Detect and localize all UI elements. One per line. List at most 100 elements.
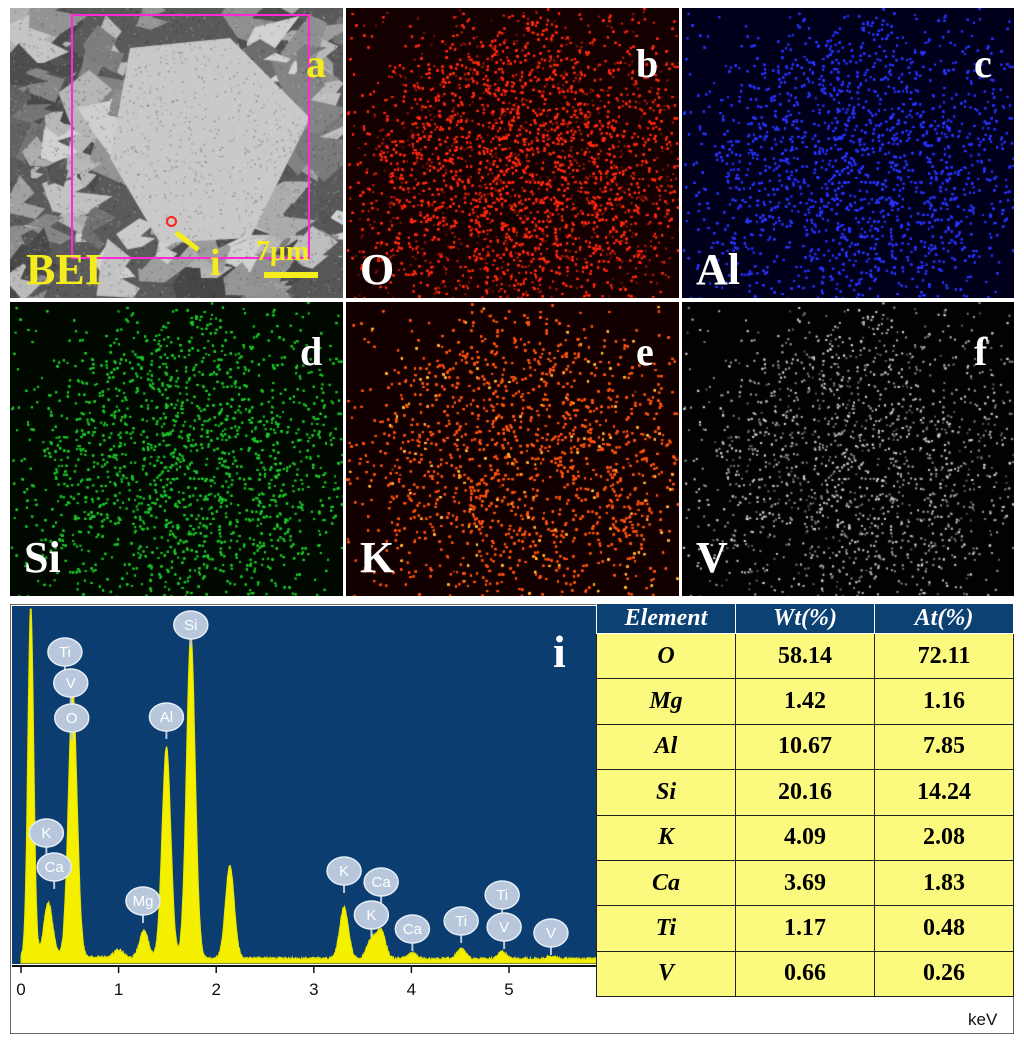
point-label-i: i <box>210 242 221 284</box>
peak-label: V <box>533 918 569 955</box>
k-map-image <box>346 302 679 596</box>
cell-wt: 10.67 <box>735 723 875 771</box>
o-map-panel: b O <box>346 8 679 298</box>
x-tick-label: 3 <box>309 980 318 999</box>
cell-at: 2.08 <box>874 814 1014 861</box>
cell-at: 72.11 <box>874 632 1014 680</box>
bei-image-panel: a BEI i 7μm <box>10 8 343 298</box>
v-map-image <box>682 302 1014 596</box>
cell-element: V <box>596 950 736 998</box>
cell-element: Ti <box>596 905 736 952</box>
table-row: K 4.09 2.08 <box>596 814 1014 861</box>
peak-label: Al <box>148 702 185 739</box>
cell-wt: 1.17 <box>735 905 875 952</box>
panel-letter-f: f <box>974 329 988 374</box>
panel-letter-c: c <box>974 41 992 86</box>
peak-label: Ti <box>443 906 479 943</box>
svg-text:Ca: Ca <box>403 921 423 938</box>
cell-wt: 4.09 <box>735 814 875 861</box>
point-marker <box>166 216 177 227</box>
svg-text:Ca: Ca <box>372 874 392 891</box>
svg-text:K: K <box>339 863 349 880</box>
peak-label: Ca <box>394 914 431 951</box>
panel-letter-d: d <box>300 329 323 374</box>
v-map-panel: f V <box>682 302 1014 596</box>
composition-table: Element Wt(%) At(%) O 58.14 72.11 Mg 1.42 1.… <box>596 603 1014 998</box>
peak-label: K <box>326 856 362 893</box>
cell-element: Mg <box>596 678 736 725</box>
spectrum-plot-area <box>12 606 597 964</box>
cell-at: 7.85 <box>874 723 1014 771</box>
svg-text:K: K <box>366 907 376 924</box>
peak-label: V <box>486 912 522 949</box>
cell-at: 1.16 <box>874 678 1014 725</box>
header-wt: Wt(%) <box>735 603 875 634</box>
peak-label: K <box>353 900 390 937</box>
cell-element: O <box>596 632 736 680</box>
si-map-image <box>10 302 343 596</box>
k-map-label: K <box>360 533 395 582</box>
svg-text:Si: Si <box>184 617 197 634</box>
table-row: Mg 1.42 1.16 <box>596 678 1014 725</box>
k-map-panel: e K <box>346 302 679 596</box>
svg-text:K: K <box>41 825 51 842</box>
svg-text:O: O <box>66 710 78 727</box>
cell-wt: 20.16 <box>735 769 875 816</box>
panel-letter-a: a <box>306 41 326 86</box>
al-map-panel: c Al <box>682 8 1014 298</box>
svg-text:Ca: Ca <box>45 859 65 876</box>
x-unit-label: keV <box>968 1010 998 1029</box>
sem-micrograph <box>10 8 343 298</box>
cell-element: Al <box>596 723 736 771</box>
cell-at: 14.24 <box>874 769 1014 816</box>
cell-at: 0.48 <box>874 905 1014 952</box>
scalebar <box>264 272 318 278</box>
cell-element: K <box>596 814 736 861</box>
cell-wt: 3.69 <box>735 859 875 907</box>
analysis-region-box <box>71 14 310 259</box>
cell-wt: 0.66 <box>735 950 875 998</box>
svg-text:V: V <box>66 675 76 692</box>
bei-label: BEI <box>26 245 102 294</box>
si-map-label: Si <box>24 533 61 582</box>
x-tick-label: 4 <box>407 980 416 999</box>
panel-letter-i: i <box>553 626 566 677</box>
table-row: V 0.66 0.26 <box>596 950 1014 998</box>
table-row: Al 10.67 7.85 <box>596 723 1014 771</box>
svg-text:Mg: Mg <box>133 893 154 910</box>
scalebar-label: 7μm <box>256 236 310 267</box>
peak-label: K <box>28 818 65 855</box>
header-at: At(%) <box>874 603 1014 634</box>
table-row: Ca 3.69 1.83 <box>596 859 1014 907</box>
o-map-image <box>346 8 679 298</box>
x-tick-label: 0 <box>16 980 25 999</box>
o-map-label: O <box>360 245 395 294</box>
cell-at: 0.26 <box>874 950 1014 998</box>
cell-wt: 58.14 <box>735 632 875 680</box>
peak-labels: Ti V O K Ca Mg Al Si K Ca K Ca Ti Ti V V <box>28 610 569 955</box>
table-row: O 58.14 72.11 <box>596 632 1014 680</box>
x-tick-label: 2 <box>211 980 220 999</box>
table-row: Si 20.16 14.24 <box>596 769 1014 816</box>
svg-text:Ti: Ti <box>455 913 467 930</box>
al-map-label: Al <box>696 245 740 294</box>
peak-label: Mg <box>125 886 161 923</box>
cell-wt: 1.42 <box>735 678 875 725</box>
peak-label: O <box>54 703 90 740</box>
cell-element: Si <box>596 769 736 816</box>
x-tick-label: 5 <box>504 980 513 999</box>
svg-text:V: V <box>546 925 556 942</box>
peak-label: Ca <box>363 867 399 904</box>
x-tick-label: 1 <box>114 980 123 999</box>
peak-label: Si <box>173 610 209 647</box>
table-header-row: Element Wt(%) At(%) <box>596 603 1014 634</box>
cell-element: Ca <box>596 859 736 907</box>
svg-text:V: V <box>499 919 509 936</box>
panel-letter-b: b <box>636 41 659 86</box>
v-map-label: V <box>696 533 728 582</box>
table-row: Ti 1.17 0.48 <box>596 905 1014 952</box>
spectrum-trace <box>20 608 598 964</box>
cell-at: 1.83 <box>874 859 1014 907</box>
svg-text:Al: Al <box>160 709 173 726</box>
